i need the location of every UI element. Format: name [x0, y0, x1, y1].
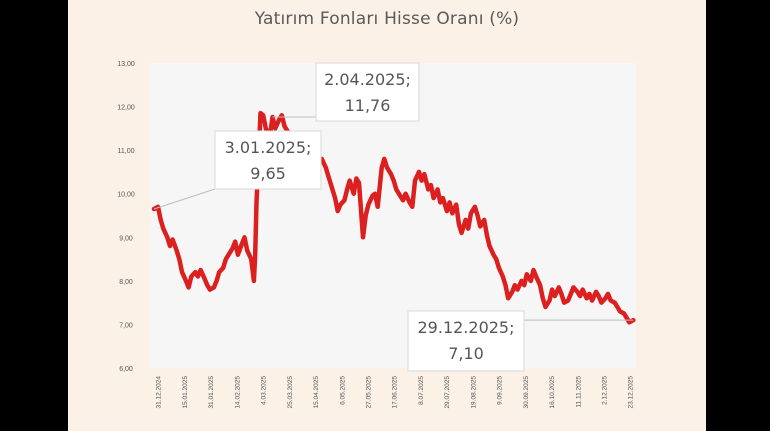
x-tick-label: 31.01.2025	[208, 376, 215, 409]
x-tick-label: 9.09.2025	[497, 376, 504, 405]
x-tick-label: 11.11.2025	[575, 376, 582, 408]
chart-title: Yatırım Fonları Hisse Oranı (%)	[254, 9, 520, 29]
y-tick-label: 7,00	[119, 322, 133, 329]
x-tick-label: 23.12.2025	[628, 376, 635, 409]
x-tick-label: 31.12.2024	[156, 376, 163, 409]
annotation-box	[407, 310, 525, 372]
annotation-leader	[153, 188, 216, 210]
y-tick-label: 10,00	[117, 192, 135, 199]
chart-card: Yatırım Fonları Hisse Oranı (%) 13,00 12,…	[68, 0, 706, 431]
annotation-value: 7,10	[448, 344, 484, 363]
x-tick-label: 6.05.2025	[339, 376, 346, 405]
x-tick-label: 17.06.2025	[392, 376, 399, 409]
annotation-value: 9,65	[250, 164, 286, 183]
x-tick-label: 15.01.2025	[182, 376, 189, 409]
y-tick-label: 13,00	[117, 61, 135, 68]
x-tick-label: 16.10.2025	[549, 376, 556, 409]
annotation-label: 3.01.2025;	[225, 138, 312, 157]
annotation-label: 29.12.2025;	[418, 318, 515, 337]
x-tick-label: 4.03.2025	[261, 376, 268, 405]
x-tick-label: 19.08.2025	[470, 376, 477, 409]
y-tick-label: 12,00	[117, 105, 135, 112]
line-chart: 13,00 12,00 11,00 10,00 9,00 8,00 7,00 6,00 31.1…	[117, 61, 636, 409]
y-tick-label: 6,00	[119, 366, 133, 373]
x-tick-label: 29.07.2025	[444, 376, 451, 409]
x-tick-label: 25.03.2025	[287, 376, 294, 409]
y-tick-label: 8,00	[119, 279, 133, 286]
x-tick-label: 30.09.2025	[523, 376, 530, 409]
series-line	[151, 110, 636, 325]
annotation-box	[315, 62, 420, 122]
x-tick-label: 15.04.2025	[313, 376, 320, 409]
x-tick-label: 2.12.2025	[601, 376, 608, 405]
y-tick-label: 11,00	[118, 148, 135, 155]
x-tick-label: 14.02.2025	[234, 376, 241, 409]
annotation-value: 11,76	[345, 96, 391, 115]
y-tick-label: 9,00	[119, 235, 133, 242]
annotation-label: 2.04.2025;	[324, 70, 411, 89]
x-tick-label: 8.07.2025	[418, 376, 425, 405]
annotation-box	[214, 130, 322, 190]
x-tick-label: 27.05.2025	[365, 376, 372, 409]
